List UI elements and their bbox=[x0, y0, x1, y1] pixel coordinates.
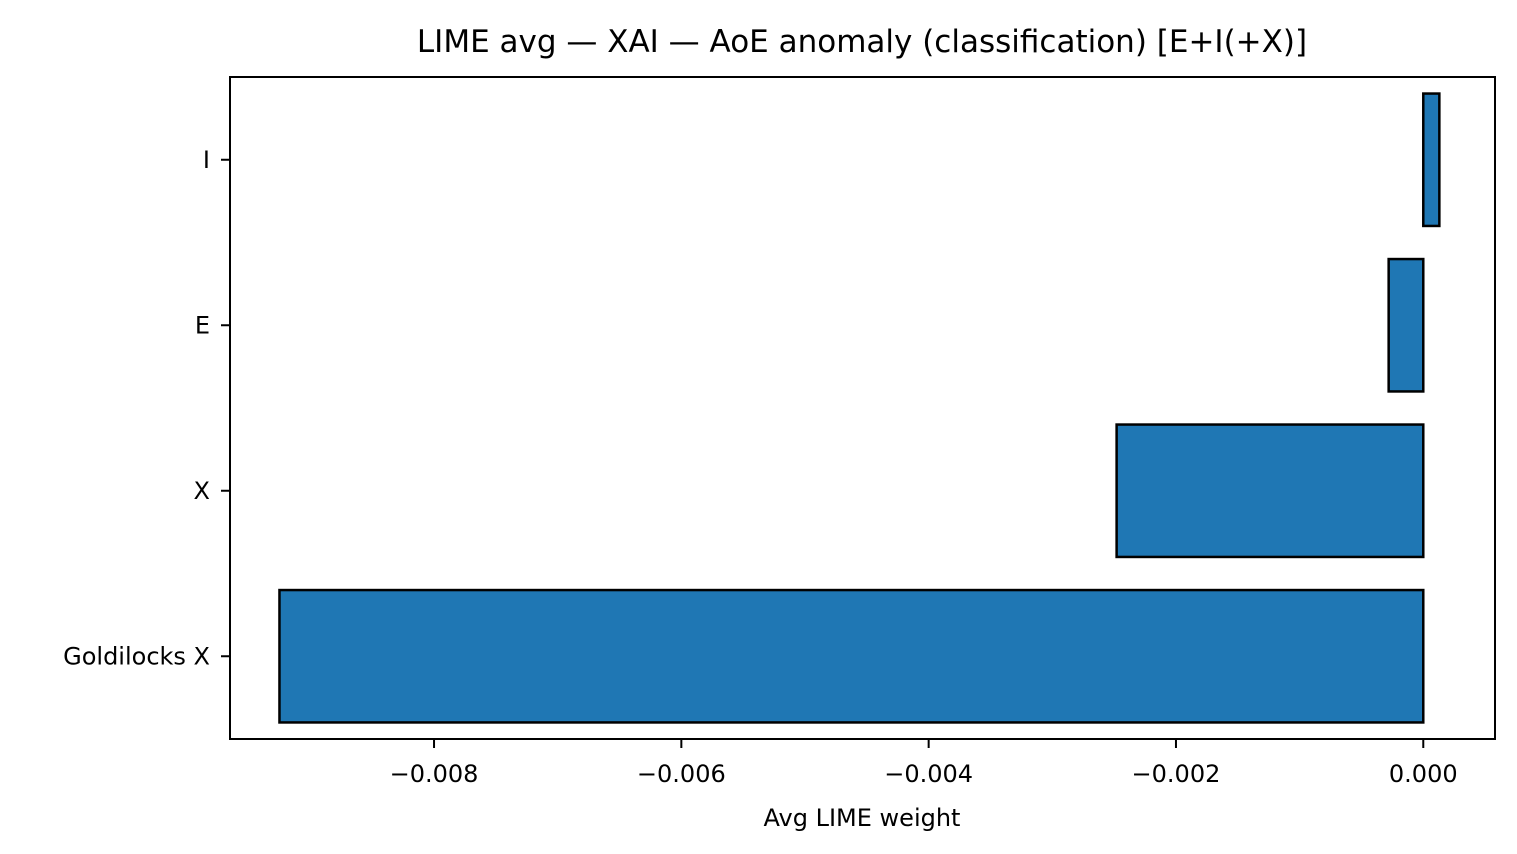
bars-group bbox=[278, 92, 1441, 724]
y-axis: Goldilocks X X E I bbox=[63, 146, 230, 670]
x-tick-label: −0.004 bbox=[884, 760, 973, 788]
x-axis: −0.008 −0.006 −0.004 −0.002 0.000 bbox=[390, 739, 1458, 788]
x-tick-label: −0.008 bbox=[390, 760, 479, 788]
bar-i bbox=[1422, 92, 1441, 228]
y-tick-label: Goldilocks X bbox=[63, 642, 210, 670]
x-tick-label: 0.000 bbox=[1389, 760, 1458, 788]
plot-frame bbox=[229, 76, 1496, 740]
x-tick-label: −0.002 bbox=[1132, 760, 1221, 788]
y-tick-label: X bbox=[194, 477, 210, 505]
chart-title: LIME avg — XAI — AoE anomaly (classifica… bbox=[417, 24, 1307, 60]
x-tick-label: −0.006 bbox=[637, 760, 726, 788]
bar-x bbox=[1115, 423, 1425, 559]
bar-goldilocks-x bbox=[278, 588, 1425, 724]
x-axis-label: Avg LIME weight bbox=[764, 804, 961, 832]
bar-e bbox=[1387, 257, 1425, 393]
y-tick-label: E bbox=[195, 311, 210, 339]
y-tick-label: I bbox=[203, 146, 210, 174]
